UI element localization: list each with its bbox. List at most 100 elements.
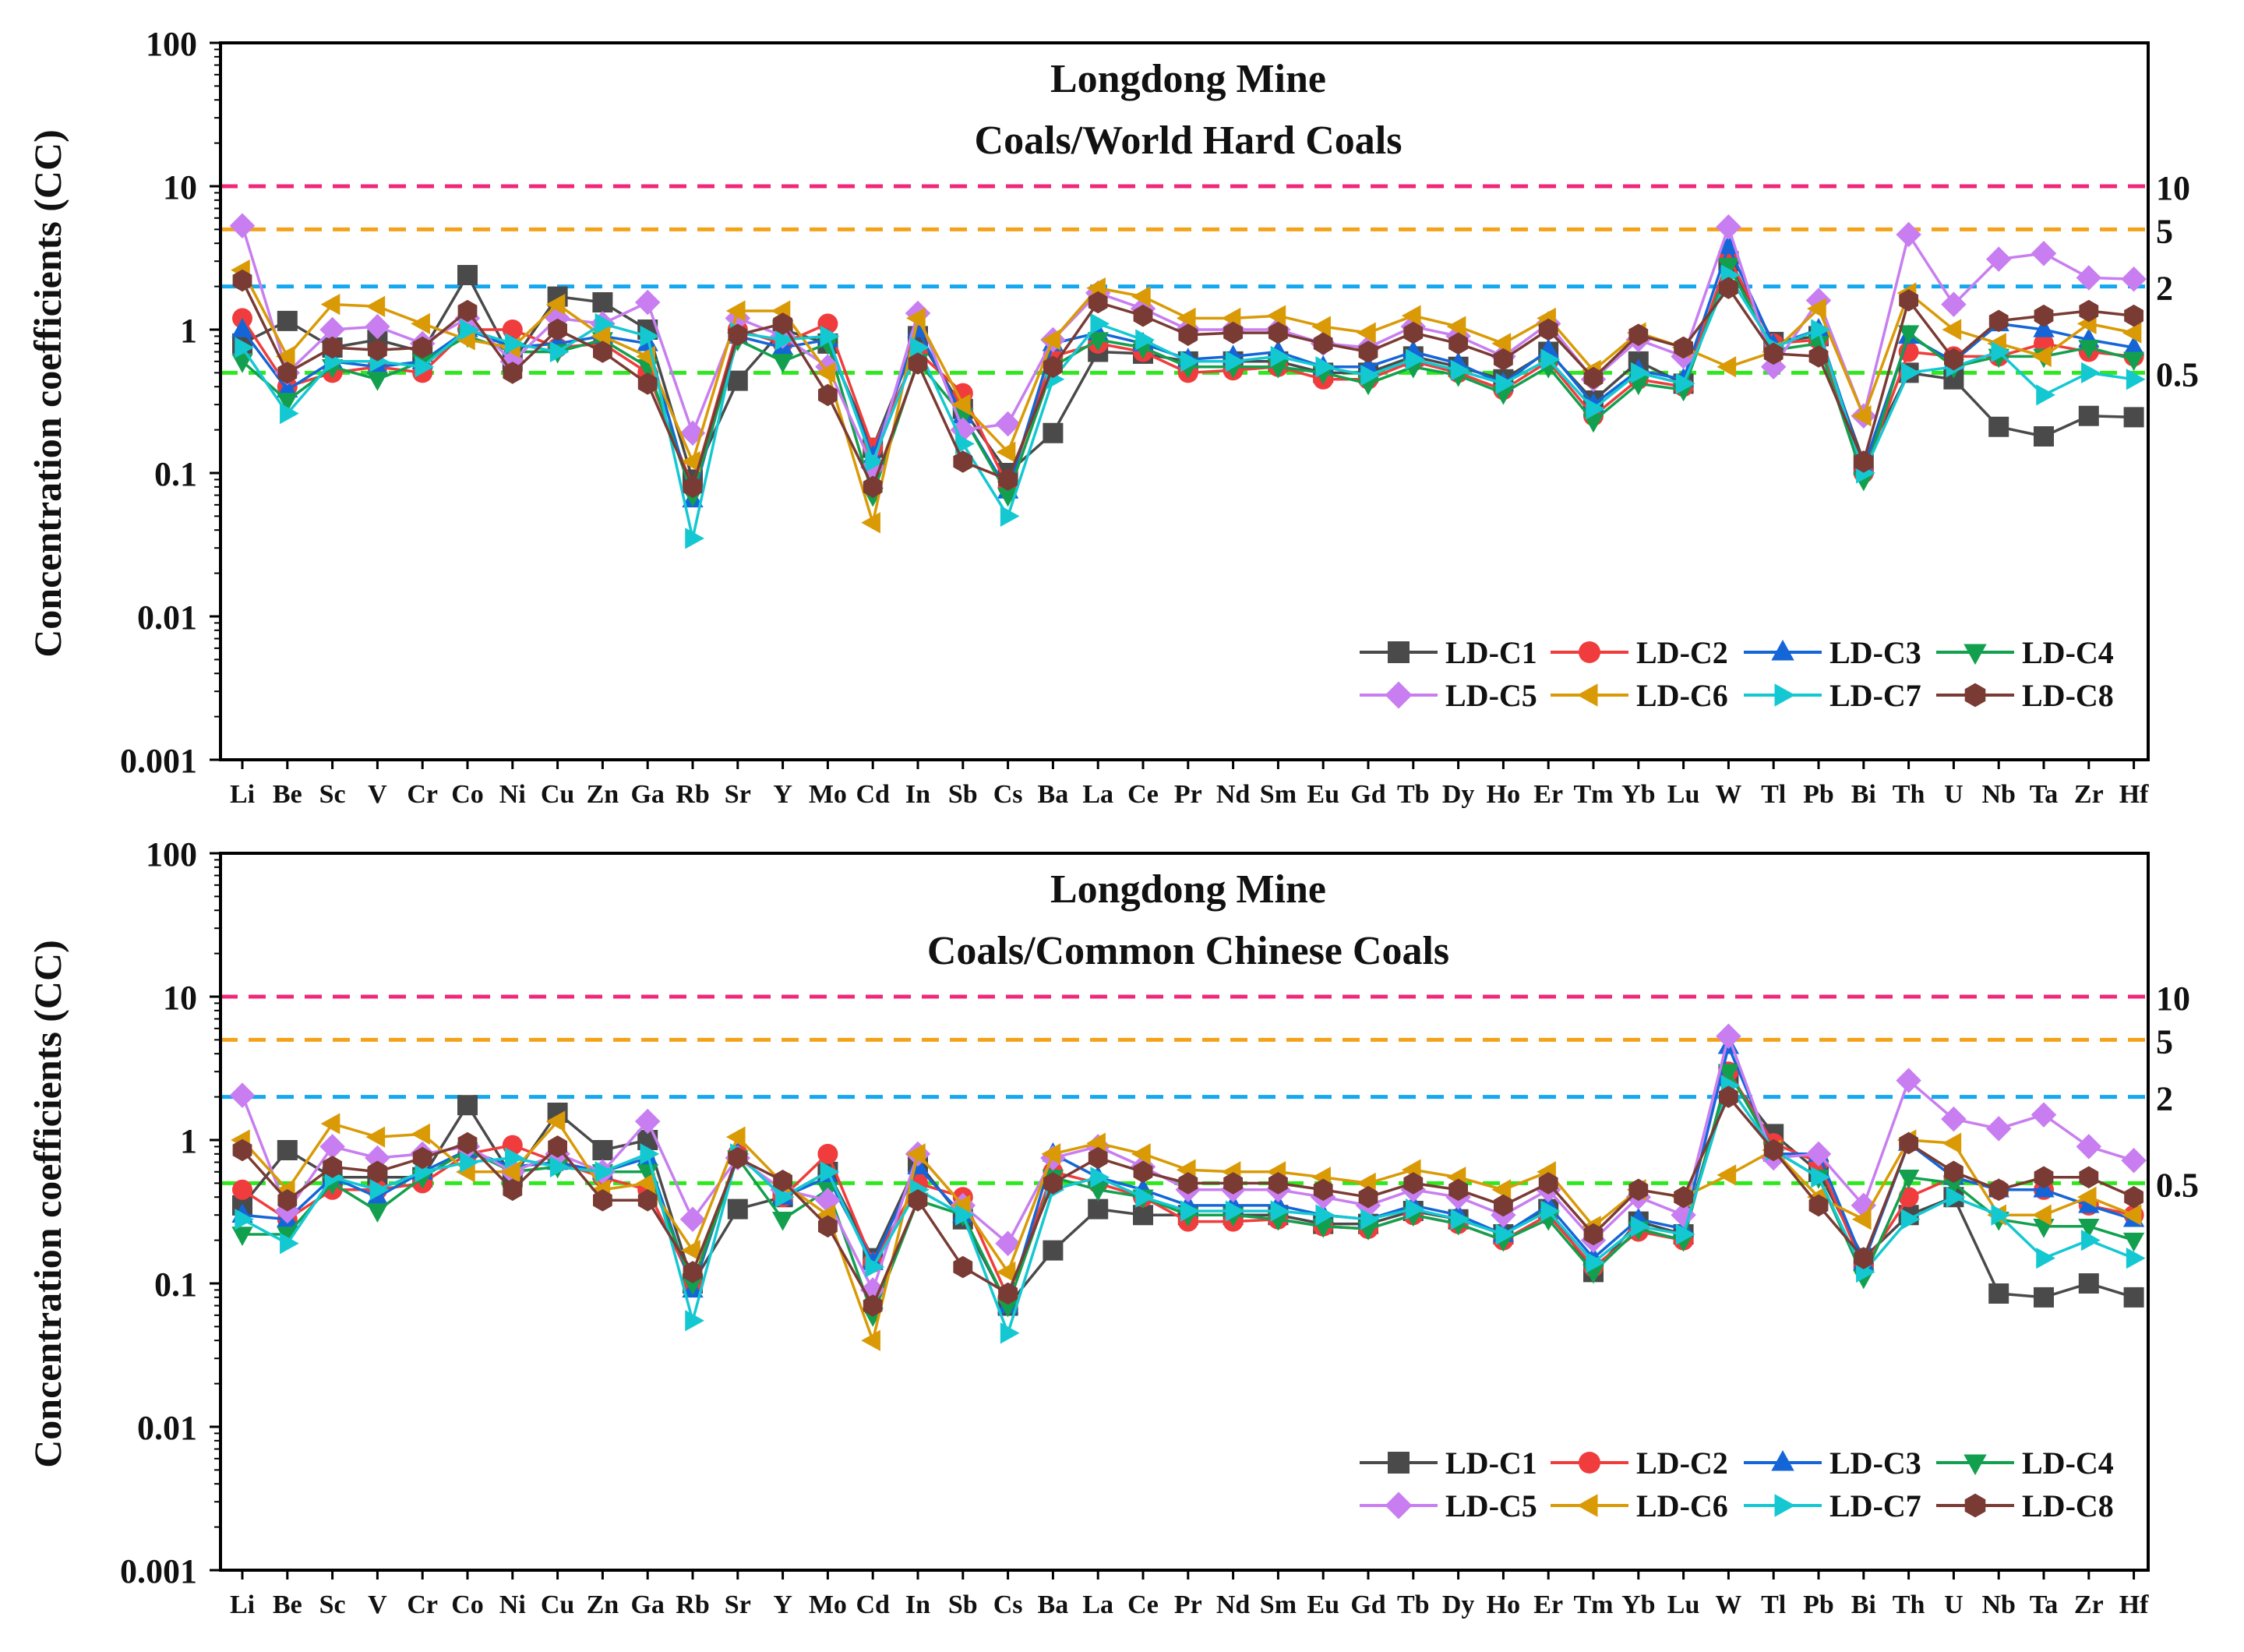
x-tick-label: La: [1082, 1590, 1113, 1619]
data-point: [548, 1135, 567, 1158]
right-axis-label: 5: [2156, 1022, 2173, 1061]
data-point: [411, 312, 430, 335]
data-point: [636, 1172, 655, 1195]
legend-label: LD-C7: [1829, 1488, 1921, 1523]
data-point: [1675, 1223, 1695, 1245]
x-tick-label: In: [905, 780, 930, 809]
data-point: [1087, 1182, 1109, 1202]
data-point: [683, 475, 703, 499]
right-axis-label: 0.5: [2156, 355, 2199, 394]
data-point: [1854, 450, 1874, 473]
data-point: [1495, 372, 1515, 394]
x-tick-label: Sb: [948, 1590, 978, 1619]
data-point: [2123, 1287, 2144, 1308]
x-tick-label: Mo: [809, 780, 847, 809]
data-point: [457, 1131, 478, 1155]
data-point: [681, 1239, 700, 1262]
x-tick-label: Tl: [1761, 1590, 1786, 1619]
data-point: [1628, 323, 1649, 346]
legend-marker: [1388, 1452, 1410, 1474]
data-point: [1674, 1185, 1693, 1209]
data-point: [1811, 319, 1830, 341]
series-line: [241, 269, 2134, 524]
data-point: [1448, 1178, 1468, 1202]
data-point: [1450, 359, 1470, 381]
data-point: [1000, 1322, 1020, 1344]
y-tick-label: 0.001: [120, 742, 197, 780]
x-tick-label: Sc: [319, 1590, 346, 1619]
legend-item: LD-C7: [1744, 1488, 1921, 1523]
data-point: [1854, 1247, 1874, 1269]
data-point: [2078, 340, 2100, 359]
data-point: [2034, 1166, 2054, 1189]
data-point: [1942, 1132, 1962, 1154]
x-tick-label: Sr: [725, 1590, 751, 1619]
data-point: [863, 475, 883, 499]
x-tick-label: Tm: [1574, 780, 1614, 809]
x-tick-label: Dy: [1442, 780, 1475, 809]
data-point: [1897, 325, 1920, 345]
data-point: [460, 1151, 479, 1174]
data-point: [365, 1126, 386, 1148]
legend-item: LD-C8: [1936, 678, 2114, 713]
x-tick-label: Pr: [1174, 780, 1202, 809]
data-point: [1494, 348, 1513, 371]
right-axis-label: 10: [2156, 169, 2190, 207]
data-point: [366, 372, 389, 391]
data-point: [1495, 1223, 1515, 1245]
data-point: [998, 1282, 1018, 1305]
x-tick-label: Li: [230, 780, 255, 809]
legend-marker: [1964, 1454, 1987, 1476]
legend-item: LD-C2: [1551, 635, 1728, 670]
legend-item: LD-C3: [1744, 635, 1921, 670]
data-point: [2076, 1134, 2102, 1160]
data-point: [1716, 1023, 1741, 1049]
data-point: [683, 1261, 703, 1283]
legend-label: LD-C8: [2022, 1488, 2114, 1523]
legend-label: LD-C5: [1445, 1488, 1537, 1523]
chart-panel-common-chinese-coals: Concentration coefficients (CC) Longdong…: [26, 835, 2199, 1619]
x-tick-label: Y: [773, 1590, 792, 1619]
x-tick-label: Er: [1533, 1590, 1563, 1619]
data-point: [2122, 336, 2145, 355]
x-tick-label: Nb: [1981, 780, 2015, 809]
x-tick-label: Co: [451, 1590, 484, 1619]
x-tick-label: Nb: [1981, 1590, 2015, 1619]
legend-item: LD-C5: [1360, 678, 1537, 713]
data-point: [1088, 1198, 1109, 1220]
data-point: [235, 337, 254, 358]
y-tick-label: 10: [163, 168, 197, 206]
data-point: [1586, 1251, 1605, 1273]
x-tick-label: Zr: [2074, 780, 2104, 809]
data-point: [500, 1161, 520, 1183]
data-point: [368, 1160, 387, 1184]
data-point: [908, 1189, 928, 1212]
data-point: [1946, 1186, 1966, 1208]
y-tick-label: 0.1: [154, 1265, 197, 1304]
data-point: [773, 1170, 792, 1192]
data-point: [503, 1178, 523, 1202]
legend-item: LD-C4: [1936, 635, 2114, 670]
data-point: [549, 341, 570, 363]
legend-label: LD-C4: [2022, 1446, 2114, 1481]
legend-label: LD-C6: [1636, 1488, 1728, 1523]
x-tick-label: Ho: [1487, 780, 1520, 809]
data-point: [1988, 1178, 2009, 1202]
x-tick-label: Cd: [856, 780, 890, 809]
right-axis-label: 0.5: [2156, 1166, 2199, 1204]
data-point: [1358, 1185, 1378, 1209]
data-point: [1135, 1186, 1155, 1208]
data-point: [320, 293, 340, 316]
series-line: [241, 1034, 2135, 1292]
data-point: [1041, 1143, 1061, 1165]
legend-label: LD-C6: [1636, 678, 1728, 713]
data-point: [1807, 298, 1826, 319]
data-point: [1313, 1178, 1333, 1202]
data-point: [1041, 329, 1061, 351]
data-point: [728, 1146, 748, 1170]
data-point: [1899, 1131, 1918, 1155]
x-tick-label: Li: [230, 1590, 255, 1619]
x-tick-label: Cr: [407, 1590, 438, 1619]
legend-item: LD-C6: [1551, 678, 1728, 713]
data-point: [1808, 345, 1829, 368]
